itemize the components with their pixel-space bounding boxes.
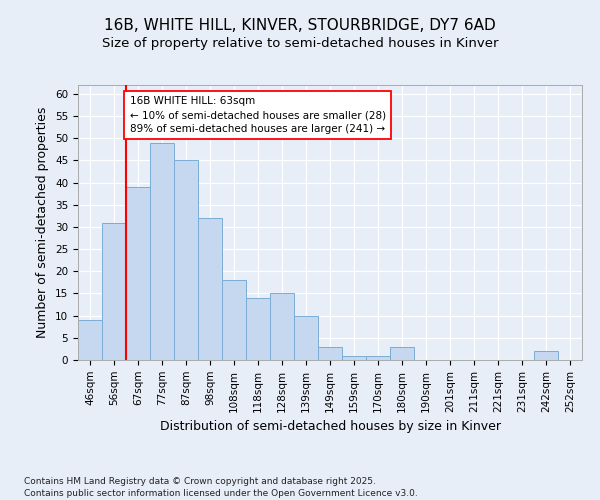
Text: 16B WHITE HILL: 63sqm
← 10% of semi-detached houses are smaller (28)
89% of semi: 16B WHITE HILL: 63sqm ← 10% of semi-deta… (130, 96, 386, 134)
Text: 16B, WHITE HILL, KINVER, STOURBRIDGE, DY7 6AD: 16B, WHITE HILL, KINVER, STOURBRIDGE, DY… (104, 18, 496, 32)
Bar (150, 142, 174, 360)
Bar (78, 320, 102, 360)
Text: Size of property relative to semi-detached houses in Kinver: Size of property relative to semi-detach… (102, 38, 498, 51)
Bar (222, 280, 246, 360)
Bar (534, 351, 558, 360)
Bar (246, 298, 270, 360)
Bar (294, 316, 318, 360)
Bar (126, 187, 150, 360)
Bar (174, 160, 198, 360)
Bar (270, 294, 294, 360)
Bar (390, 346, 414, 360)
Bar (342, 356, 366, 360)
Y-axis label: Number of semi-detached properties: Number of semi-detached properties (37, 107, 49, 338)
X-axis label: Distribution of semi-detached houses by size in Kinver: Distribution of semi-detached houses by … (160, 420, 500, 433)
Bar (318, 346, 342, 360)
Bar (366, 356, 390, 360)
Bar (198, 218, 222, 360)
Text: Contains HM Land Registry data © Crown copyright and database right 2025.
Contai: Contains HM Land Registry data © Crown c… (24, 476, 418, 498)
Bar (102, 222, 126, 360)
